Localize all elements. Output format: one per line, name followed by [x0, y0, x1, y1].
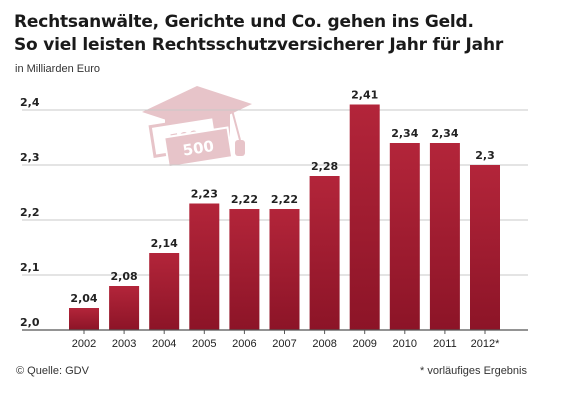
bar	[349, 104, 380, 330]
bar	[109, 286, 140, 330]
value-label: 2,41	[351, 89, 378, 102]
value-label: 2,04	[70, 292, 97, 305]
x-tick-label: 2011	[433, 338, 457, 350]
value-label: 2,23	[191, 188, 218, 201]
footnote: * vorläufiges Ergebnis	[419, 365, 527, 377]
value-label: 2,28	[311, 160, 338, 173]
source-note: © Quelle: GDV	[16, 365, 89, 377]
bar	[269, 209, 300, 330]
unit-label: in Milliarden Euro	[15, 63, 100, 75]
value-label: 2,08	[111, 270, 138, 283]
bar	[389, 143, 420, 330]
banknote-front-text: 500	[181, 137, 215, 160]
y-tick-label: 2,4	[20, 96, 40, 109]
x-tick-label: 2008	[312, 338, 336, 350]
value-label: 2,14	[151, 237, 178, 250]
x-tick-label: 2009	[352, 338, 376, 350]
bar	[229, 209, 260, 330]
bar	[69, 308, 99, 330]
x-tick-label: 2003	[112, 338, 136, 350]
value-labels: 2,04 2,08 2,14 2,23 2,22 2,22 2,28 2,41 2,34 2,34…	[70, 89, 494, 306]
x-axis-tick-labels: 2002 2003 2004 2005 2006 2007 2008 2009 2010 2011…	[72, 330, 500, 350]
y-tick-label: 2,3	[20, 151, 40, 164]
value-label: 2,3	[475, 149, 495, 162]
chart-title-line-2: So viel leisten Rechtsschutzversicherer …	[14, 35, 504, 55]
x-tick-label: 2006	[232, 338, 256, 350]
bar	[429, 143, 460, 330]
y-tick-label: 2,1	[20, 261, 40, 274]
bar	[189, 203, 220, 330]
banknote-front: 500	[163, 126, 234, 169]
x-tick-label: 2007	[272, 338, 296, 350]
value-label: 2,22	[231, 193, 258, 206]
bar	[470, 165, 500, 330]
y-axis-tick-labels: 2,0 2,1 2,2 2,3 2,4	[20, 96, 40, 329]
x-tick-label: 2002	[72, 338, 96, 350]
x-tick-label: 2004	[152, 338, 176, 350]
x-tick-label: 2012*	[471, 338, 500, 350]
tassel-string	[231, 109, 241, 141]
tassel	[235, 140, 245, 156]
y-tick-label: 2,0	[20, 316, 40, 329]
value-label: 2,22	[271, 193, 298, 206]
bar	[149, 253, 180, 330]
cap-board	[142, 86, 252, 130]
x-tick-label: 2010	[393, 338, 417, 350]
value-label: 2,34	[431, 127, 458, 140]
graduation-cap-icon: 500 500	[142, 86, 252, 169]
bars	[69, 104, 500, 330]
x-tick-label: 2005	[192, 338, 216, 350]
chart-title-line-1: Rechtsanwälte, Gerichte und Co. gehen in…	[14, 12, 474, 32]
y-tick-label: 2,2	[20, 206, 40, 219]
bar	[309, 176, 340, 330]
value-label: 2,34	[391, 127, 418, 140]
